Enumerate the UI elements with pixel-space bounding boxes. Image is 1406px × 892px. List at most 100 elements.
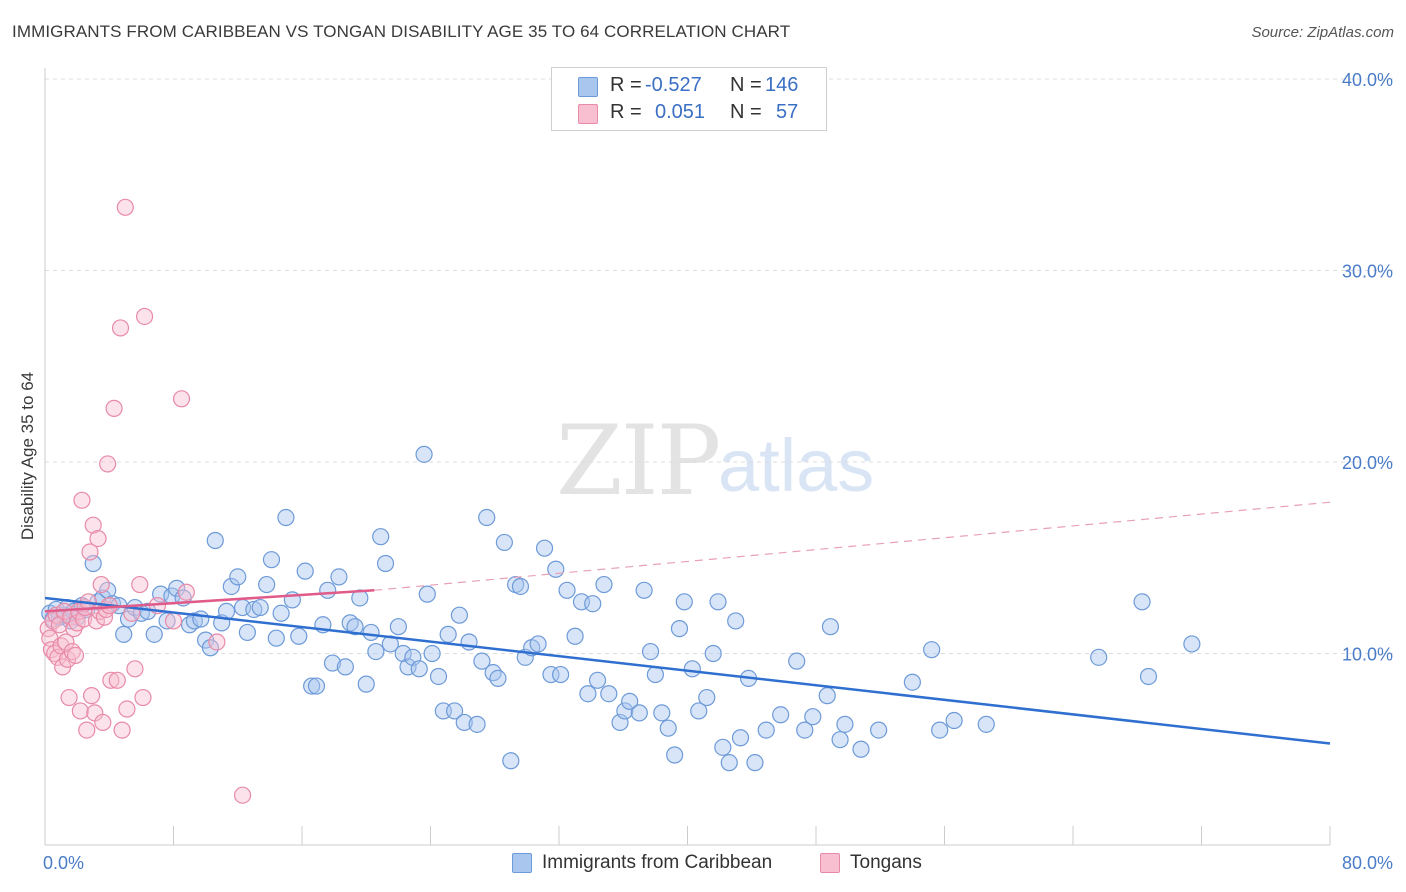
point-tongans — [177, 583, 195, 601]
point-tongans — [113, 721, 131, 739]
point-tongans — [172, 390, 191, 408]
point-tongans — [87, 612, 106, 630]
point-caribbean — [473, 652, 491, 670]
point-caribbean — [323, 654, 342, 672]
point-tongans — [57, 633, 75, 651]
point-caribbean — [357, 675, 375, 693]
trend-line-tongans — [44, 589, 375, 613]
point-tongans — [164, 612, 183, 630]
point-caribbean — [698, 688, 716, 707]
point-caribbean — [229, 568, 247, 586]
point-caribbean — [796, 721, 814, 739]
point-caribbean — [478, 508, 496, 527]
point-caribbean — [296, 562, 314, 580]
point-caribbean — [836, 715, 854, 733]
point-tongans — [82, 687, 101, 705]
point-tongans — [99, 455, 117, 473]
point-tongans — [116, 198, 134, 216]
point-caribbean — [267, 629, 285, 647]
y-tick-label: 30.0% — [1342, 262, 1393, 282]
trend-line-caribbean — [44, 596, 1331, 745]
point-caribbean — [720, 754, 738, 772]
point-tongans — [111, 319, 130, 337]
point-caribbean — [683, 660, 701, 678]
point-caribbean — [600, 685, 618, 703]
point-tongans — [108, 671, 126, 689]
point-caribbean — [542, 665, 560, 684]
stats-legend: R = -0.527 N = 146 R = 0.051 N = 57 — [551, 67, 827, 131]
point-caribbean — [245, 600, 263, 619]
point-tongans — [118, 700, 136, 718]
point-caribbean — [818, 687, 836, 705]
point-caribbean — [238, 623, 256, 642]
chart-title: IMMIGRANTS FROM CARIBBEAN VS TONGAN DISA… — [12, 22, 791, 41]
point-caribbean — [145, 625, 163, 643]
point-caribbean — [804, 708, 822, 726]
point-caribbean — [468, 715, 486, 733]
legend-n-value: 57 — [776, 101, 799, 123]
point-caribbean — [303, 677, 321, 695]
point-tongans — [102, 671, 120, 689]
point-caribbean — [552, 665, 570, 684]
legend-n-label: N = — [730, 74, 762, 96]
point-caribbean — [362, 623, 380, 642]
point-caribbean — [630, 704, 648, 722]
point-tongans — [66, 646, 85, 665]
point-caribbean — [222, 577, 240, 596]
point-caribbean — [423, 644, 441, 663]
point-caribbean — [489, 669, 507, 687]
point-caribbean — [502, 752, 520, 770]
point-caribbean — [923, 641, 941, 659]
point-tongans — [78, 721, 96, 739]
point-caribbean — [455, 713, 473, 732]
legend-row-tongans: R = 0.051 N = 57 — [552, 101, 826, 127]
bottom-legend-label-caribbean: Immigrants from Caribbean — [542, 852, 773, 873]
point-caribbean — [450, 606, 469, 624]
point-tongans — [71, 702, 89, 720]
point-caribbean — [251, 598, 269, 617]
point-tongans — [94, 713, 112, 732]
legend-row-caribbean: R = -0.527 N = 146 — [552, 74, 826, 100]
point-caribbean — [307, 677, 326, 695]
point-tongans — [81, 543, 99, 561]
point-caribbean — [346, 618, 364, 636]
point-caribbean — [277, 508, 295, 527]
point-caribbean — [746, 754, 764, 772]
point-caribbean — [495, 533, 513, 552]
point-caribbean — [690, 702, 708, 720]
point-caribbean — [168, 579, 186, 597]
point-caribbean — [192, 610, 210, 628]
point-tongans — [135, 307, 154, 326]
x-tick-label-max: 80.0% — [1342, 853, 1393, 873]
point-caribbean — [945, 711, 963, 730]
legend-r-value: 0.051 — [655, 101, 706, 123]
point-tongans — [134, 688, 152, 707]
point-caribbean — [727, 612, 745, 630]
point-caribbean — [115, 625, 133, 643]
point-caribbean — [595, 575, 613, 594]
point-caribbean — [757, 721, 775, 739]
point-tongans — [233, 786, 252, 804]
point-caribbean — [653, 704, 671, 722]
point-caribbean — [410, 660, 428, 678]
legend-swatch-caribbean — [578, 77, 598, 97]
trend-extension-tongans — [374, 501, 1331, 591]
point-caribbean — [709, 593, 727, 611]
point-tongans — [105, 399, 123, 417]
bottom-legend-swatch-caribbean — [512, 853, 532, 873]
point-caribbean — [714, 738, 732, 756]
point-caribbean — [445, 702, 464, 720]
y-tick-label: 20.0% — [1342, 453, 1393, 473]
point-caribbean — [579, 685, 597, 703]
point-caribbean — [351, 589, 369, 607]
legend-r-label: R = — [610, 74, 642, 96]
point-caribbean — [666, 746, 684, 764]
point-tongans — [84, 516, 102, 534]
point-caribbean — [336, 658, 354, 676]
y-tick-label: 40.0% — [1342, 70, 1393, 90]
point-caribbean — [262, 551, 281, 569]
point-caribbean — [670, 620, 689, 638]
legend-r-value: -0.527 — [645, 74, 702, 96]
point-caribbean — [772, 706, 790, 724]
